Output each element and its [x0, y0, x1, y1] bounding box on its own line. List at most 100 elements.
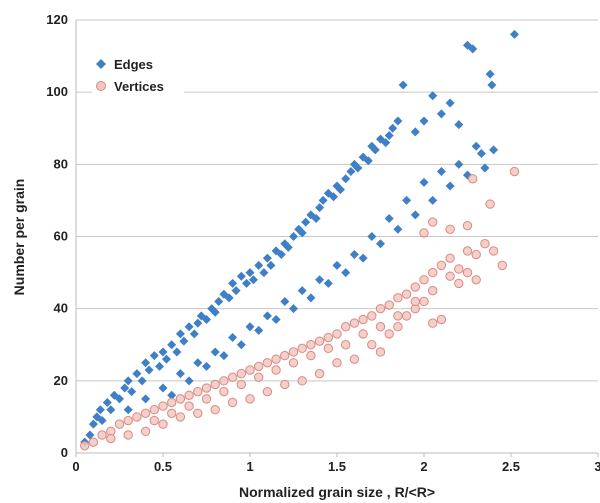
edges-point: [236, 271, 246, 281]
edges-point: [398, 80, 408, 90]
edges-point: [323, 278, 333, 288]
vertices-point: [123, 430, 133, 440]
vertices-point: [445, 224, 455, 234]
edges-point: [311, 213, 321, 223]
vertices-point: [158, 401, 168, 411]
vertices-point: [323, 332, 333, 343]
vertices-point: [114, 419, 125, 429]
vertices-point: [428, 217, 438, 227]
vertices-point: [367, 340, 377, 350]
edges-point: [254, 325, 264, 335]
vertices-point: [306, 340, 316, 350]
x-tick-label: 0.5: [154, 459, 172, 474]
edges-point: [436, 109, 446, 119]
edges-point: [167, 340, 177, 350]
edges-point: [358, 253, 368, 263]
vertices-point: [201, 383, 212, 393]
edges-point: [301, 217, 311, 227]
vertices-point: [167, 408, 177, 419]
vertices-point: [367, 311, 377, 321]
edges-point: [172, 347, 182, 357]
vertices-point: [245, 394, 255, 404]
edges-point: [376, 239, 385, 249]
edges-point: [445, 181, 455, 191]
vertices-point: [227, 397, 238, 408]
vertices-point: [227, 372, 238, 382]
edges-point: [315, 203, 325, 213]
vertices-point: [445, 253, 455, 263]
vertices-point: [280, 350, 290, 361]
edges-point: [231, 286, 241, 296]
edges-point: [245, 268, 255, 278]
edges-point: [410, 210, 420, 220]
edges-point: [318, 195, 328, 205]
edges-point: [155, 361, 165, 371]
legend-edges-label: Edges: [114, 57, 153, 72]
vertices-point: [375, 347, 386, 357]
edges-point: [454, 159, 464, 169]
vertices-point: [262, 358, 273, 368]
vertices-point: [393, 293, 403, 303]
legend-edges-marker: [96, 59, 106, 69]
edges-point: [175, 369, 185, 379]
edges-point: [132, 369, 142, 379]
legend-vertices-marker: [96, 81, 106, 91]
edges-point: [228, 333, 238, 343]
vertices-point: [140, 408, 151, 419]
edges-point: [179, 336, 189, 346]
vertices-point: [262, 386, 273, 397]
edges-point: [283, 242, 293, 252]
edges-point: [161, 354, 171, 364]
vertices-point: [480, 239, 490, 249]
vertices-point: [271, 365, 281, 375]
edges-point: [393, 224, 403, 234]
edges-point: [144, 365, 154, 375]
edges-point: [106, 405, 116, 415]
vertices-point: [288, 358, 299, 368]
vertices-point: [341, 322, 351, 332]
vertices-point: [123, 415, 133, 426]
y-tick-label: 80: [54, 156, 68, 171]
vertices-point: [219, 386, 229, 397]
edges-point: [428, 91, 438, 101]
edges-point: [123, 405, 133, 415]
edges-point: [137, 376, 147, 386]
vertices-point: [468, 174, 478, 184]
edges-point: [184, 322, 194, 332]
edges-point: [228, 278, 238, 288]
edges-point: [259, 268, 269, 278]
vertices-point: [428, 318, 438, 328]
edges-point: [487, 80, 497, 90]
vertices-point: [158, 419, 168, 429]
vertices-point: [280, 379, 290, 390]
edges-point: [384, 213, 394, 223]
vertices-point: [271, 354, 281, 364]
vertices-point: [175, 394, 186, 404]
data-points: [80, 29, 520, 451]
edges-point: [306, 293, 316, 303]
vertices-point: [454, 278, 464, 289]
vertices-point: [97, 430, 107, 440]
edges-point: [266, 260, 276, 270]
vertices-point: [297, 376, 307, 386]
edges-point: [262, 311, 272, 321]
y-tick-label: 20: [54, 373, 68, 388]
vertices-point: [193, 408, 203, 419]
x-axis-title: Normalized grain size , R/<R>: [239, 484, 435, 500]
vertices-point: [375, 303, 386, 314]
edges-point: [445, 98, 455, 108]
vertices-point: [184, 401, 194, 411]
edges-point: [381, 138, 391, 148]
edges-point: [329, 192, 339, 202]
vertices-point: [254, 361, 264, 372]
edges-point: [454, 120, 464, 130]
vertices-point: [219, 376, 229, 386]
vertices-point: [401, 289, 412, 299]
vertices-point: [410, 282, 420, 292]
edges-point: [363, 156, 373, 166]
edges-point: [242, 278, 252, 288]
edges-point: [297, 228, 307, 238]
edges-point: [289, 232, 298, 241]
edges-point: [335, 185, 345, 195]
